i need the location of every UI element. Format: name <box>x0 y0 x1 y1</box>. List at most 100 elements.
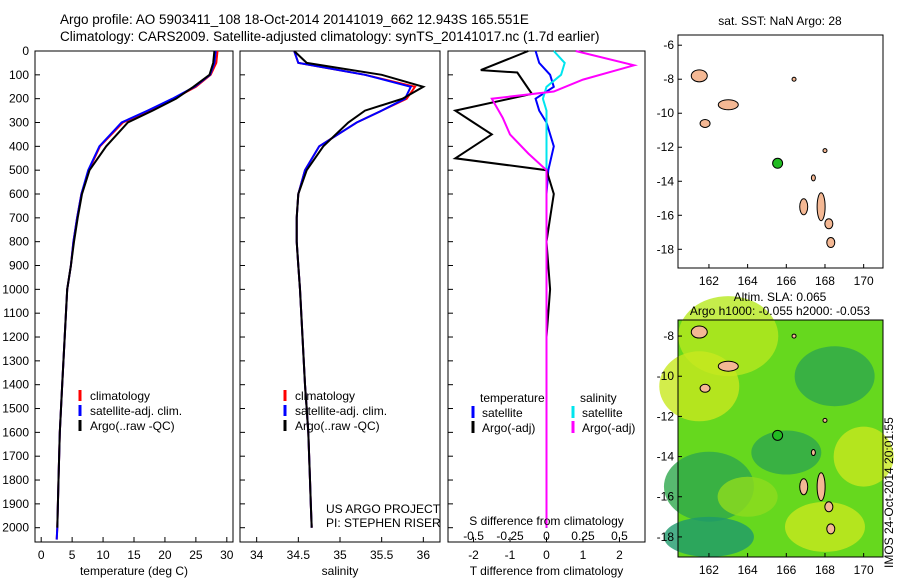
x2-axis-label: S difference from climatology <box>469 514 624 528</box>
x-tick-label-difference: -1 <box>505 548 516 562</box>
map-x-tick-label: 168 <box>815 563 835 577</box>
plot-frame-temperature <box>34 50 234 543</box>
y-tick-label: 600 <box>9 187 29 201</box>
map-x-tick-label: 170 <box>854 274 874 288</box>
island <box>822 417 828 423</box>
x-axis-label-salinity: salinity <box>322 564 359 578</box>
map-y-tick-label: -12 <box>657 409 675 423</box>
x-axis-label-temperature: temperature (deg C) <box>80 564 188 578</box>
series-line <box>293 50 413 528</box>
map-frame <box>677 34 884 269</box>
annotation-project: US ARGO PROJECT <box>326 502 441 516</box>
island <box>826 236 836 248</box>
map-y-tick-label: -10 <box>657 369 675 383</box>
map-x-tick-label: 164 <box>738 563 758 577</box>
map1-title: sat. SST: NaN Argo: 28 <box>718 14 842 28</box>
y-tick-label: 200 <box>9 92 29 106</box>
map-y-tick-label: -16 <box>657 490 675 504</box>
island <box>699 118 711 128</box>
x2-tick-label: -0.5 <box>463 529 484 543</box>
legend-label: climatology <box>90 389 150 403</box>
series-line <box>56 50 216 528</box>
y-tick-label: 300 <box>9 116 29 130</box>
island <box>799 478 809 496</box>
map-y-tick-label: -6 <box>663 38 674 52</box>
island <box>822 148 828 154</box>
legend-header-salinity: salinity <box>580 391 617 405</box>
x2-tick-label: 0 <box>543 529 550 543</box>
x-tick-label-temperature: 30 <box>220 548 234 562</box>
series-line <box>55 50 217 540</box>
y-tick-label: 1700 <box>2 449 29 463</box>
float-marker <box>772 429 784 441</box>
island <box>791 333 797 339</box>
legend-label: satellite <box>482 406 523 420</box>
plot-frame-salinity <box>239 50 441 543</box>
y-tick-label: 900 <box>9 259 29 273</box>
y-tick-label: 1600 <box>2 425 29 439</box>
y-tick-label: 400 <box>9 139 29 153</box>
x-tick-label-temperature: 25 <box>189 548 203 562</box>
island <box>791 76 797 82</box>
map-x-tick-label: 162 <box>699 274 719 288</box>
island <box>816 472 826 502</box>
x-tick-label-salinity: 35 <box>333 548 347 562</box>
x-tick-label-difference: 0 <box>543 548 550 562</box>
series-line <box>490 50 639 528</box>
island <box>810 174 816 182</box>
x-tick-label-temperature: 20 <box>158 548 172 562</box>
map-y-tick-label: -14 <box>657 450 675 464</box>
x2-tick-label: -0.25 <box>496 529 524 543</box>
y-tick-label: 1100 <box>3 306 29 320</box>
x-tick-label-salinity: 34 <box>250 548 264 562</box>
island <box>826 523 836 535</box>
x-tick-label-difference: 2 <box>616 548 623 562</box>
island <box>816 192 826 222</box>
sla-patch <box>751 430 822 475</box>
y-tick-label: 1000 <box>2 282 29 296</box>
y-tick-label: 1300 <box>2 354 29 368</box>
legend-label: Argo(..raw -QC) <box>295 419 380 433</box>
legend-label: Argo(..raw -QC) <box>90 419 175 433</box>
legend-label: Argo(-adj) <box>582 421 635 435</box>
map-x-tick-label: 164 <box>738 274 758 288</box>
island <box>824 501 834 513</box>
map-x-tick-label: 166 <box>776 274 796 288</box>
map-y-tick-label: -16 <box>657 208 675 222</box>
sla-patch <box>784 501 865 552</box>
legend-label: climatology <box>295 389 355 403</box>
x-tick-label-salinity: 34.5 <box>287 548 311 562</box>
x-tick-label-difference: 1 <box>580 548 587 562</box>
map-x-tick-label: 170 <box>854 563 874 577</box>
island <box>690 325 708 339</box>
y-tick-label: 1900 <box>2 497 29 511</box>
map-x-tick-label: 168 <box>815 274 835 288</box>
x2-tick-label: 0.25 <box>571 529 595 543</box>
y-tick-label: 1200 <box>2 330 29 344</box>
y-tick-label: 1400 <box>2 378 29 392</box>
map-frame <box>677 319 884 558</box>
y-tick-label: 100 <box>9 68 29 82</box>
sla-patch <box>663 516 754 557</box>
x-axis-label-difference: T difference from climatology <box>470 564 624 578</box>
map-y-tick-label: -8 <box>663 72 674 86</box>
x-tick-label-salinity: 36 <box>417 548 431 562</box>
title-line-1: Argo profile: AO 5903411_108 18-Oct-2014… <box>60 12 529 27</box>
legend-label: satellite-adj. clim. <box>90 404 182 418</box>
y-tick-label: 500 <box>9 163 29 177</box>
map-y-tick-label: -14 <box>657 174 675 188</box>
annotation-pi: PI: STEPHEN RISER <box>326 516 441 530</box>
sla-patch <box>833 426 894 487</box>
island <box>824 218 834 230</box>
y-tick-label: 800 <box>9 235 29 249</box>
map-x-tick-label: 162 <box>699 563 719 577</box>
legend-label: satellite-adj. clim. <box>295 404 387 418</box>
map-y-tick-label: -10 <box>657 106 675 120</box>
x-tick-label-temperature: 0 <box>38 548 45 562</box>
y-tick-label: 0 <box>22 44 29 58</box>
x-tick-label-temperature: 5 <box>69 548 76 562</box>
map-y-tick-label: -12 <box>657 140 675 154</box>
island <box>717 99 739 111</box>
y-tick-label: 1800 <box>2 473 29 487</box>
